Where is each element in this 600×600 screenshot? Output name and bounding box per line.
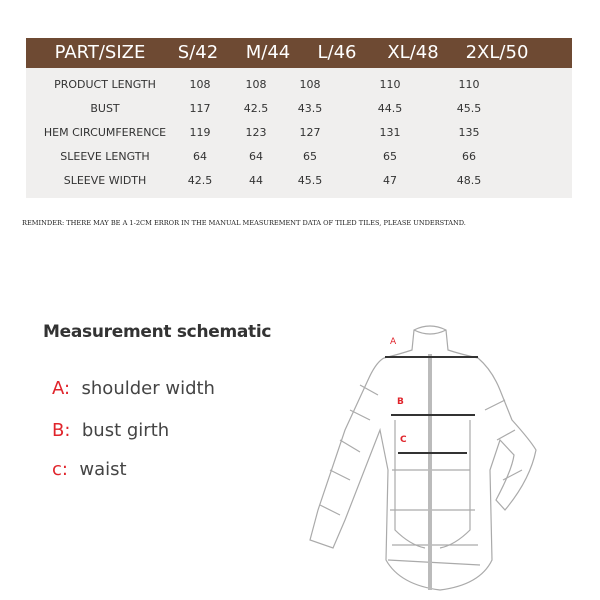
table-row: BUST 117 42.5 43.5 44.5 45.5 [26, 97, 572, 121]
row-label: HEM CIRCUMFERENCE [43, 126, 167, 139]
table-cell: 45.5 [456, 102, 482, 115]
legend-label: waist [79, 459, 127, 480]
table-cell: 65 [303, 150, 317, 163]
row-label: PRODUCT LENGTH [54, 78, 156, 91]
table-cell: 117 [189, 102, 211, 115]
legend-key: c: [52, 459, 68, 480]
reminder-note: REMINDER: THERE MAY BE A 1-2CM ERROR IN … [22, 219, 466, 227]
table-cell: 108 [189, 78, 211, 91]
legend-item-c: c: waist [52, 459, 127, 480]
table-cell: 108 [245, 78, 267, 91]
table-cell: 44.5 [377, 102, 403, 115]
table-cell: 65 [383, 150, 397, 163]
table-row: SLEEVE WIDTH 42.5 44 45.5 47 48.5 [26, 169, 572, 193]
header-xl: XL/48 [387, 42, 439, 63]
schematic-title: Measurement schematic [43, 322, 272, 342]
table-cell: 123 [245, 126, 267, 139]
table-cell: 48.5 [456, 174, 482, 187]
size-table: PART/SIZE S/42 M/44 L/46 XL/48 2XL/50 PR… [26, 38, 572, 198]
table-cell: 42.5 [187, 174, 213, 187]
table-cell: 110 [379, 78, 401, 91]
table-cell: 127 [299, 126, 321, 139]
legend-label: shoulder width [81, 378, 215, 399]
measure-lines [385, 356, 478, 454]
table-cell: 45.5 [297, 174, 323, 187]
row-label: SLEEVE LENGTH [60, 150, 150, 163]
legend-key: A: [52, 378, 71, 399]
header-2xl: 2XL/50 [465, 42, 529, 63]
table-cell: 108 [299, 78, 321, 91]
header-m: M/44 [245, 42, 291, 63]
coat-outline [309, 325, 537, 591]
legend-label: bust girth [81, 420, 170, 441]
table-cell: 64 [249, 150, 263, 163]
row-label: BUST [90, 102, 120, 115]
table-row: PRODUCT LENGTH 108 108 108 110 110 [26, 73, 572, 97]
marker-a: A [390, 337, 397, 347]
row-label: SLEEVE WIDTH [63, 174, 147, 187]
header-part-size: PART/SIZE [54, 42, 146, 63]
table-cell: 42.5 [243, 102, 269, 115]
marker-c: C [400, 435, 407, 445]
table-cell: 131 [379, 126, 401, 139]
legend-item-a: A: shoulder width [52, 378, 215, 399]
zipper [428, 354, 432, 590]
table-cell: 135 [458, 126, 480, 139]
marker-b: B [397, 397, 404, 407]
table-cell: 64 [193, 150, 207, 163]
table-cell: 43.5 [297, 102, 323, 115]
table-cell: 110 [458, 78, 480, 91]
header-s: S/42 [177, 42, 219, 63]
header-l: L/46 [317, 42, 357, 63]
table-cell: 44 [249, 174, 263, 187]
table-header: PART/SIZE S/42 M/44 L/46 XL/48 2XL/50 [26, 38, 572, 68]
table-row: SLEEVE LENGTH 64 64 65 65 66 [26, 145, 572, 169]
table-row: HEM CIRCUMFERENCE 119 123 127 131 135 [26, 121, 572, 145]
table-cell: 119 [189, 126, 211, 139]
legend-item-b: B: bust girth [52, 420, 169, 441]
table-cell: 66 [462, 150, 476, 163]
legend-key: B: [52, 420, 71, 441]
table-cell: 47 [383, 174, 397, 187]
